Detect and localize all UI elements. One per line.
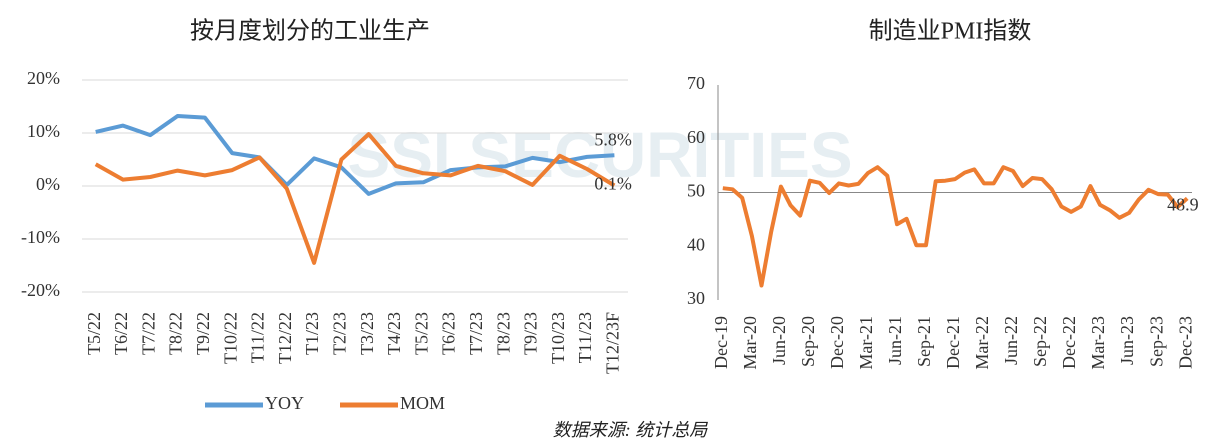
x-tick-label: T8/22 <box>166 312 186 355</box>
x-tick-label: Dec-22 <box>1059 316 1079 369</box>
x-tick-label: Dec-20 <box>827 316 847 369</box>
x-tick-label: T6/22 <box>111 312 131 355</box>
x-tick-label: T5/22 <box>84 312 104 355</box>
x-tick-label: Mar-20 <box>740 316 760 370</box>
x-tick-label: T5/23 <box>411 312 431 355</box>
x-tick-label: T8/23 <box>493 312 513 355</box>
x-tick-label: T6/23 <box>439 312 459 355</box>
y-tick-label: 10% <box>27 121 60 141</box>
legend-label: MOM <box>400 393 445 413</box>
x-tick-label: T10/23 <box>548 312 568 364</box>
data-label: 5.8% <box>594 129 632 149</box>
x-tick-label: T9/23 <box>521 312 541 355</box>
x-tick-label: T2/23 <box>329 312 349 355</box>
data-label: 48.9 <box>1167 195 1199 215</box>
x-tick-label: Jun-22 <box>1001 316 1021 365</box>
x-tick-label: Sep-22 <box>1030 316 1050 367</box>
chart-title: 制造业PMI指数 <box>869 18 1032 45</box>
y-tick-label: 0% <box>36 174 60 194</box>
y-tick-label: 60 <box>687 127 705 147</box>
line-series <box>722 165 1189 288</box>
y-tick-label: 40 <box>687 234 705 254</box>
y-tick-label: -20% <box>21 280 60 300</box>
x-tick-label: Sep-20 <box>798 316 818 367</box>
x-tick-label: Mar-23 <box>1088 316 1108 370</box>
x-tick-label: T3/23 <box>357 312 377 355</box>
x-tick-label: T11/23 <box>575 312 595 363</box>
x-tick-label: Mar-21 <box>856 316 876 370</box>
x-tick-label: Dec-23 <box>1175 316 1195 369</box>
x-tick-label: T12/22 <box>275 312 295 364</box>
x-tick-label: T12/23F <box>602 312 622 374</box>
source-note: 数据来源: 统计总局 <box>553 420 708 440</box>
x-tick-label: Jun-21 <box>885 316 905 365</box>
y-tick-label: 70 <box>687 73 705 93</box>
legend-label: YOY <box>265 393 304 413</box>
y-tick-label: 50 <box>687 181 705 201</box>
x-tick-label: T11/22 <box>248 312 268 363</box>
x-tick-label: T7/22 <box>138 312 158 355</box>
y-tick-label: 20% <box>27 68 60 88</box>
y-tick-label: 30 <box>687 288 705 308</box>
y-tick-label: -10% <box>21 227 60 247</box>
line-series <box>94 132 616 265</box>
x-tick-label: Mar-22 <box>972 316 992 370</box>
x-tick-label: T10/22 <box>220 312 240 364</box>
x-tick-label: Sep-21 <box>914 316 934 367</box>
x-tick-label: T7/23 <box>466 312 486 355</box>
line-series <box>95 114 615 196</box>
data-label: 0.1% <box>594 174 632 194</box>
x-tick-label: Jun-20 <box>769 316 789 365</box>
x-tick-label: Sep-23 <box>1146 316 1166 367</box>
x-tick-label: T4/23 <box>384 312 404 355</box>
x-tick-label: Dec-21 <box>943 316 963 369</box>
x-tick-label: Jun-23 <box>1117 316 1137 365</box>
x-tick-label: T1/23 <box>302 312 322 355</box>
x-tick-label: T9/22 <box>193 312 213 355</box>
x-tick-label: Dec-19 <box>711 316 731 369</box>
chart-title: 按月度划分的工业生产 <box>190 18 430 45</box>
